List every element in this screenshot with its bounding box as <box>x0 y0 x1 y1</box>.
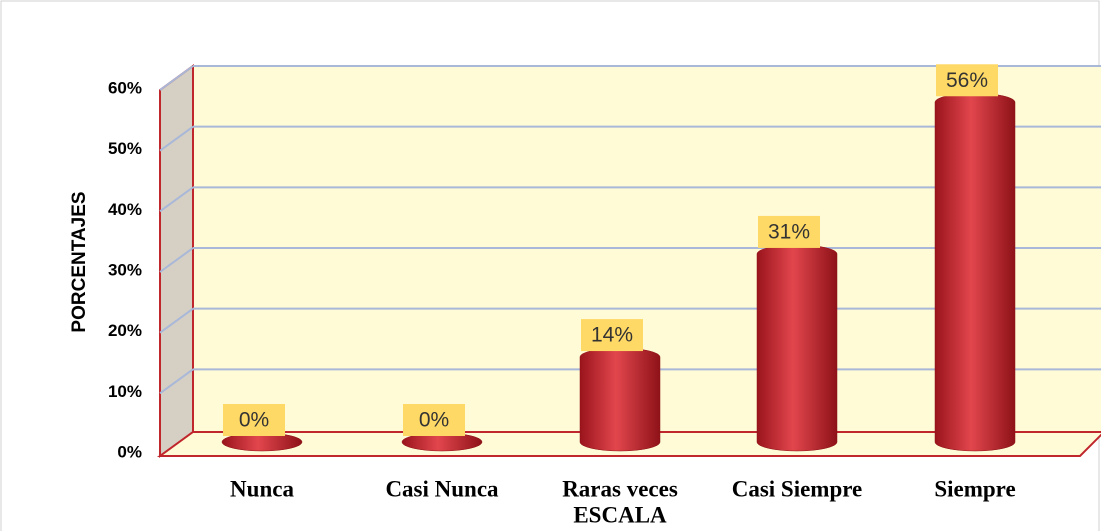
grid-line <box>159 65 194 91</box>
grid-line <box>159 125 194 152</box>
grid-line <box>159 247 194 273</box>
grid-line <box>159 368 194 395</box>
x-tick-label: Siempre <box>934 476 1015 501</box>
y-tick-label: 50% <box>108 139 142 158</box>
value-label-box <box>936 64 998 97</box>
value-label-box <box>581 319 643 352</box>
x-axis-label: ESCALA <box>573 502 667 527</box>
bar <box>934 93 1016 452</box>
y-tick-label: 20% <box>108 321 142 340</box>
x-tick-label: Casi Siempre <box>732 476 863 501</box>
y-tick-label: 10% <box>108 382 142 401</box>
x-tick-label: Nunca <box>230 476 294 501</box>
value-label-box <box>758 215 820 248</box>
y-tick-label: 40% <box>108 200 142 219</box>
value-label: 0% <box>419 409 449 432</box>
value-label: 0% <box>239 409 269 432</box>
grid-line <box>159 307 194 334</box>
bar <box>756 244 838 452</box>
y-tick-label: 60% <box>108 78 142 97</box>
grid-line <box>159 186 194 213</box>
y-tick-label: 0% <box>117 442 142 461</box>
value-label: 31% <box>768 220 810 243</box>
y-tick-label: 30% <box>108 260 142 279</box>
value-label-box <box>403 404 465 436</box>
x-tick-label: Casi Nunca <box>385 476 499 501</box>
value-label: 56% <box>946 69 988 92</box>
value-label-box <box>223 404 285 436</box>
bar <box>579 347 661 452</box>
y-axis-label: PORCENTAJES <box>69 191 90 332</box>
x-tick-label: Raras veces <box>562 476 678 501</box>
value-label: 14% <box>591 324 633 347</box>
